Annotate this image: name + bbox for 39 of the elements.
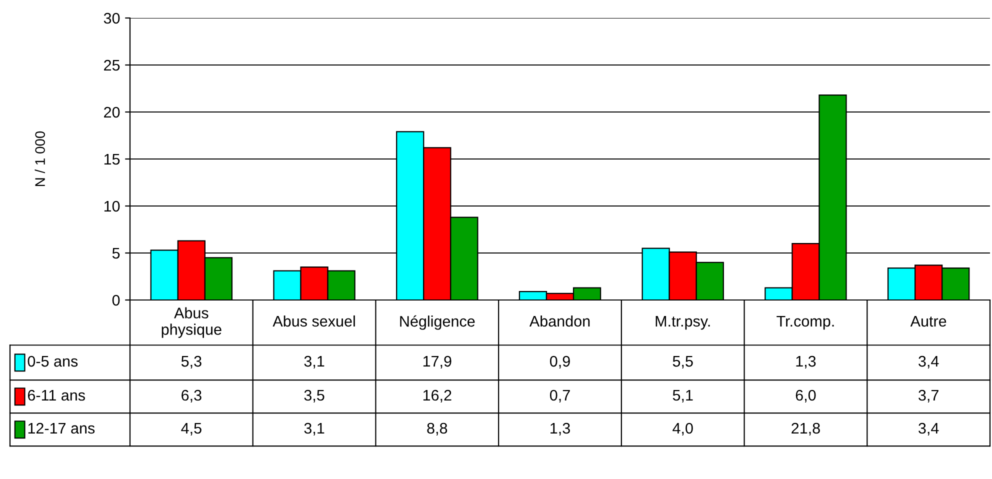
data-label: 3,5 — [304, 390, 324, 402]
x-tick-label: Abus sexuel — [272, 315, 355, 327]
x-tick-label: Tr.comp. — [776, 316, 834, 330]
data-label: 0,9 — [550, 356, 570, 369]
y-tick-label: 25 — [104, 60, 120, 71]
data-label: 1,3 — [550, 422, 570, 436]
y-tick-label: 20 — [104, 106, 120, 118]
data-label: 5,5 — [672, 356, 693, 369]
data-label: 16,2 — [423, 390, 452, 402]
data-label: 4,5 — [181, 423, 202, 436]
y-axis-title: N / 1 000 — [34, 131, 45, 186]
data-label: 6,0 — [796, 390, 816, 402]
x-tick-label: Abandon — [529, 315, 590, 327]
data-label: 5,1 — [672, 390, 693, 402]
y-tick-label: 10 — [104, 200, 120, 212]
legend-label: 6-11 ans — [28, 390, 85, 401]
legend-label: 12-17 ans — [28, 422, 95, 434]
y-tick-label: 30 — [104, 12, 120, 24]
x-tick-label: M.tr.psy. — [656, 316, 710, 330]
data-label: 3,1 — [304, 422, 324, 436]
y-tick-label: 0 — [112, 294, 120, 306]
data-label: 5,3 — [181, 356, 202, 369]
y-tick-label: 15 — [104, 154, 120, 165]
data-label: 6,3 — [182, 390, 202, 402]
data-label: 3,4 — [918, 422, 939, 436]
x-tick-label: Abus physique — [162, 307, 222, 338]
legend-label: 0-5 ans — [28, 356, 78, 367]
y-tick-label: 5 — [112, 248, 120, 259]
data-label: 17,9 — [423, 356, 452, 369]
data-label: 3,4 — [918, 356, 939, 369]
data-label: 21,8 — [792, 422, 820, 436]
data-label: 3,1 — [304, 356, 324, 369]
data-label: 4,0 — [672, 422, 693, 436]
x-tick-label: Négligence — [400, 315, 475, 330]
data-label: 8,8 — [427, 422, 448, 436]
data-label: 1,3 — [796, 356, 816, 369]
data-label: 0,7 — [550, 390, 570, 402]
x-tick-label: Autre — [910, 316, 946, 327]
data-label: 3,7 — [918, 390, 938, 402]
